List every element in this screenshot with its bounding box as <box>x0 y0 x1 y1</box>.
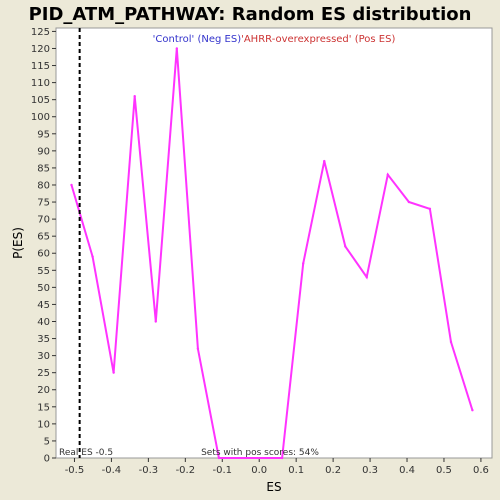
y-axis-label: P(ES) <box>11 227 25 259</box>
y-tick-label: 20 <box>37 385 50 396</box>
y-tick-label: 60 <box>37 249 50 260</box>
x-axis-label: ES <box>266 480 281 494</box>
data-point <box>449 340 453 344</box>
plot-area <box>55 27 493 459</box>
y-tick-label: 85 <box>37 163 50 174</box>
x-tick-label: 0.3 <box>362 465 378 476</box>
pos-scores-annotation: Sets with pos scores: 54% <box>201 448 319 458</box>
data-point <box>323 159 326 163</box>
y-tick-label: 25 <box>37 368 50 379</box>
x-tick-label: -0.5 <box>65 465 85 476</box>
y-axis: 0 5 10 15 20 25 30 35 40 45 50 55 60 65 70 75 80 85 90 95 10… <box>31 27 56 465</box>
x-tick-label: 0.0 <box>251 465 267 476</box>
x-tick-label: -0.4 <box>102 465 122 476</box>
legend-entry-pos: 'AHRR-overexpressed' (Pos ES) <box>241 34 395 45</box>
data-point <box>386 173 390 176</box>
legend: 'Control' (Neg ES)'AHRR-overexpressed' (… <box>153 34 396 45</box>
x-tick-label: -0.3 <box>139 465 159 476</box>
x-tick-label: 0.2 <box>325 465 341 476</box>
y-tick-label: 95 <box>37 129 50 140</box>
y-tick-label: 75 <box>37 198 50 209</box>
data-point <box>344 245 347 248</box>
y-tick-label: 45 <box>37 300 50 311</box>
y-tick-label: 35 <box>37 334 50 345</box>
data-point <box>175 47 179 50</box>
data-point <box>428 207 432 211</box>
chart-title: PID_ATM_PATHWAY: Random ES distribution <box>29 4 472 25</box>
y-tick-label: 0 <box>44 454 50 465</box>
data-point <box>217 456 221 460</box>
data-point <box>365 275 368 279</box>
y-tick-label: 5 <box>44 436 50 447</box>
data-point <box>407 200 411 204</box>
data-point <box>196 347 200 350</box>
y-tick-label: 115 <box>31 61 50 72</box>
y-tick-label: 30 <box>37 351 50 362</box>
y-tick-label: 65 <box>37 232 50 243</box>
y-tick-label: 40 <box>37 317 50 328</box>
y-tick-label: 80 <box>37 180 50 191</box>
legend-entry-neg: 'Control' (Neg ES) <box>153 34 242 45</box>
x-tick-label: 0.4 <box>399 465 415 476</box>
y-tick-label: 105 <box>31 95 50 106</box>
x-tick-label: 0.6 <box>473 465 489 476</box>
y-tick-label: 55 <box>37 266 50 277</box>
y-tick-label: 110 <box>31 78 50 89</box>
y-tick-label: 90 <box>37 146 50 157</box>
y-tick-label: 50 <box>37 283 50 294</box>
y-tick-label: 120 <box>31 44 50 55</box>
x-tick-label: 0.1 <box>288 465 304 476</box>
data-point <box>471 409 474 412</box>
x-axis: -0.5 -0.4 -0.3 -0.2 -0.1 0.0 0.1 0.2 0.3 0.4 0.5 0.… <box>65 458 489 476</box>
data-point <box>133 95 136 98</box>
data-point <box>112 371 115 374</box>
series-layer <box>70 47 474 460</box>
y-tick-label: 125 <box>31 27 50 38</box>
real-es-label: Real ES -0.5 <box>59 448 113 458</box>
x-tick-label: -0.1 <box>213 465 233 476</box>
data-point <box>154 320 157 323</box>
data-point <box>301 262 305 265</box>
y-tick-label: 10 <box>37 419 50 430</box>
data-point <box>280 456 284 460</box>
x-tick-label: -0.2 <box>176 465 196 476</box>
data-point <box>70 183 73 187</box>
x-tick-label: 0.5 <box>436 465 452 476</box>
series-line <box>70 48 474 459</box>
data-point <box>91 255 94 258</box>
y-tick-label: 15 <box>37 402 50 413</box>
y-tick-label: 70 <box>37 215 50 226</box>
y-tick-label: 100 <box>31 112 50 123</box>
